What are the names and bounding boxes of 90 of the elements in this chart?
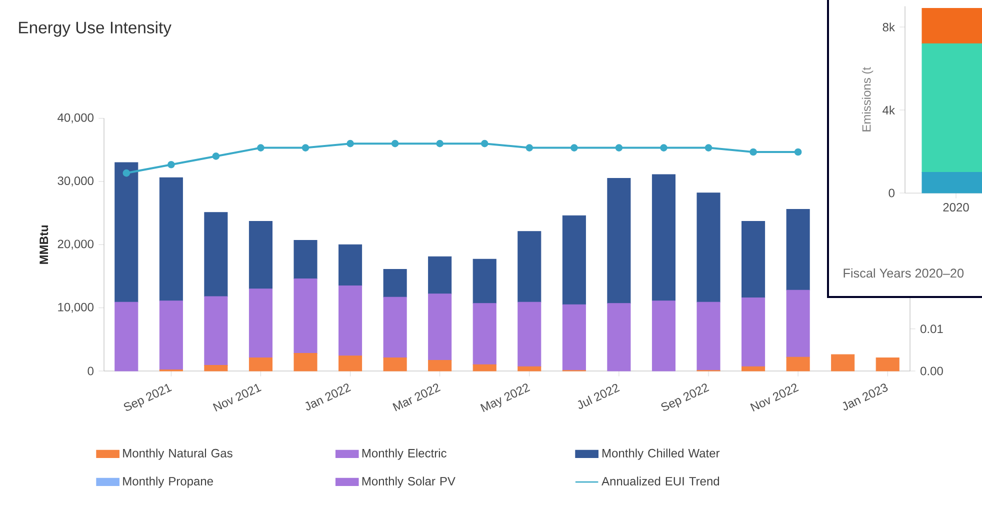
- bar: [294, 240, 318, 280]
- point: [480, 140, 488, 148]
- point: [302, 144, 310, 152]
- x-tick-label: Sep 2021: [124, 384, 172, 411]
- y-tick-label: 8k: [882, 22, 895, 32]
- bar: [518, 366, 542, 372]
- y-tick-label: 0: [88, 366, 94, 376]
- bar: [742, 297, 766, 367]
- legend-label: Annualized EUI Trend: [602, 476, 720, 486]
- bar: [114, 302, 138, 372]
- bar: [428, 256, 452, 294]
- bar: [428, 360, 452, 372]
- chart-title: Energy Use Intensity: [19, 21, 172, 37]
- bar: [204, 212, 228, 297]
- bar: [383, 357, 407, 372]
- bar: [472, 364, 496, 372]
- legend-label: Monthly Electric: [362, 448, 446, 460]
- bar: [562, 304, 586, 371]
- bar: [607, 303, 631, 372]
- bar: [652, 300, 676, 372]
- bar: [204, 365, 228, 372]
- bar: [696, 192, 720, 302]
- bar: [159, 177, 183, 302]
- bar: [831, 354, 855, 372]
- y-tick-label: 10,000: [58, 302, 94, 313]
- bar: [428, 294, 452, 361]
- bar: [607, 178, 631, 304]
- point: [168, 160, 175, 168]
- bar: [248, 221, 272, 290]
- bar: [786, 290, 810, 358]
- bar: [338, 285, 362, 356]
- y-tick-label: 40,000: [58, 113, 94, 124]
- x-tick-label: Mar 2022: [392, 384, 441, 412]
- x-tick-label: Jul 2022: [578, 384, 620, 409]
- bar: [338, 356, 362, 372]
- point: [794, 148, 802, 156]
- y2-tick-label: 0.00: [920, 366, 943, 376]
- x-tick-label: Jan 2022: [305, 384, 351, 410]
- bar: [786, 356, 810, 372]
- bar: [204, 296, 228, 366]
- y-axis-title: Emissions (t: [862, 67, 874, 132]
- y-tick-label: 4k: [882, 106, 895, 114]
- legend-label: Monthly Natural Gas: [123, 448, 232, 460]
- point: [615, 144, 623, 152]
- y-tick-label: 30,000: [58, 176, 94, 186]
- point: [212, 152, 220, 160]
- x-tick-label: May 2022: [480, 384, 530, 412]
- point: [526, 144, 534, 152]
- point: [122, 169, 130, 177]
- point: [660, 144, 668, 152]
- point: [436, 140, 444, 148]
- bar: [248, 288, 272, 358]
- point: [570, 144, 578, 152]
- point: [346, 140, 354, 148]
- point: [750, 148, 757, 156]
- bar: [562, 215, 586, 305]
- x-tick-label: 2020: [943, 203, 969, 212]
- bar: [383, 269, 407, 298]
- bar: [338, 244, 362, 286]
- y-axis-title: MMBtu: [40, 225, 48, 264]
- bar: [696, 302, 720, 371]
- legend-label: Monthly Propane: [123, 476, 213, 488]
- x-tick-label: Nov 2022: [750, 384, 799, 412]
- bar: [786, 209, 810, 290]
- x-tick-label: Sep 2022: [661, 384, 710, 411]
- y-tick-label: 20,000: [58, 240, 94, 250]
- bar: [472, 303, 496, 365]
- bar: [294, 278, 318, 354]
- point: [257, 144, 264, 152]
- bar: [518, 231, 542, 302]
- x-tick-label: Nov 2021: [212, 384, 262, 412]
- legend-label: Monthly Solar PV: [362, 476, 456, 488]
- bar: [383, 296, 407, 358]
- x-tick-label: Jan 2023: [842, 384, 888, 410]
- bar: [114, 162, 138, 302]
- point: [704, 144, 712, 152]
- legend-label: Monthly Chilled Water: [602, 448, 720, 460]
- point: [391, 140, 399, 148]
- annotation: Fiscal Years 2020–20: [844, 268, 964, 278]
- bar: [472, 258, 496, 304]
- y2-tick-label: 0.01: [920, 324, 943, 334]
- bar: [159, 300, 183, 370]
- bar: [742, 221, 766, 298]
- bar: [294, 353, 318, 372]
- bar: [652, 174, 676, 302]
- bar: [742, 366, 766, 372]
- bar: [518, 302, 542, 367]
- bar: [248, 357, 272, 372]
- bar: [876, 357, 900, 372]
- y-tick-label: 0: [888, 188, 894, 198]
